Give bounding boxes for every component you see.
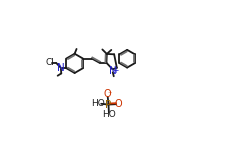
Text: O: O xyxy=(115,99,122,109)
Text: HO: HO xyxy=(91,99,105,108)
Text: ⁻: ⁻ xyxy=(107,89,112,98)
Text: +: + xyxy=(112,66,118,75)
Text: HO: HO xyxy=(102,110,116,119)
Text: N: N xyxy=(57,63,65,73)
Text: Cl: Cl xyxy=(45,58,54,67)
Text: O: O xyxy=(104,89,111,99)
Text: P: P xyxy=(105,100,112,110)
Text: N: N xyxy=(109,66,117,76)
